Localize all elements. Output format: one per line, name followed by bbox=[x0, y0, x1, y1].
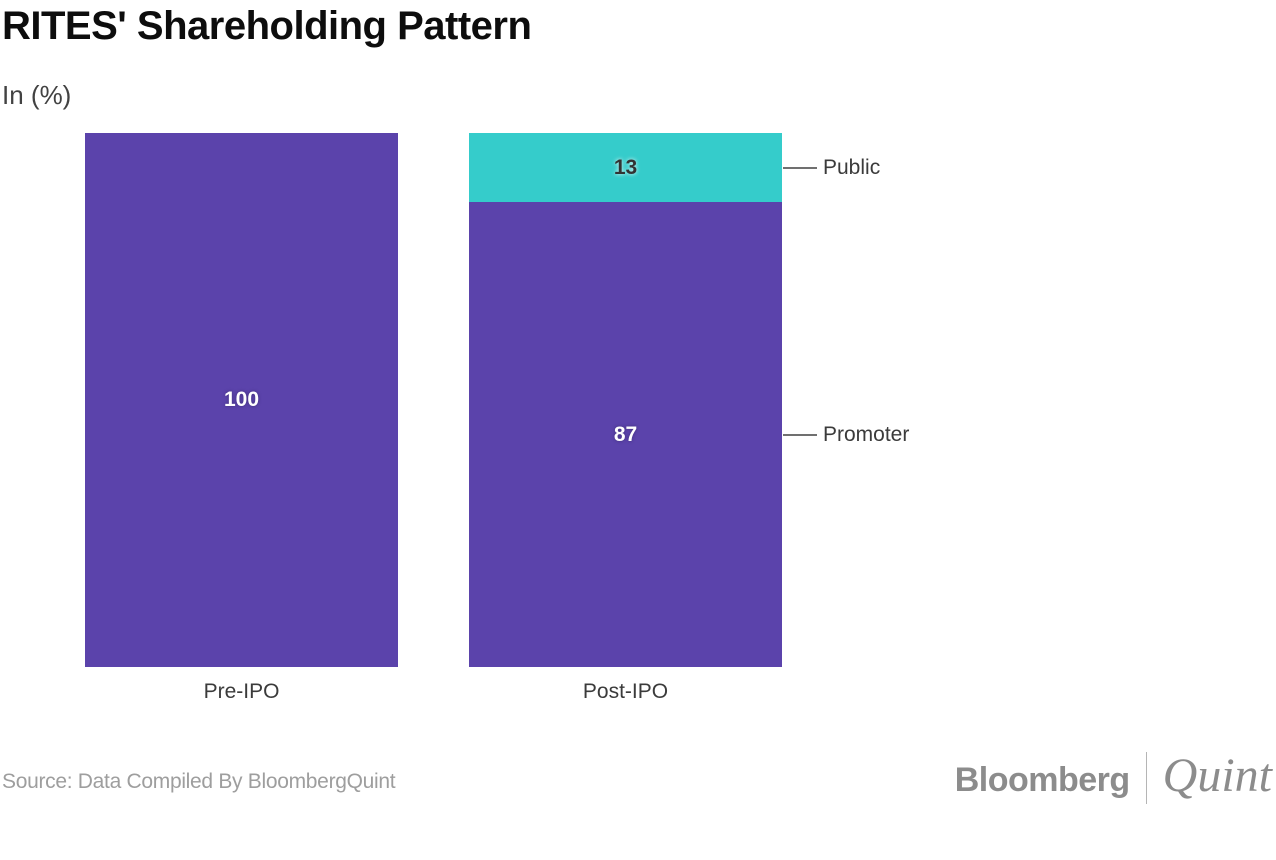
quint-wordmark: Quint bbox=[1162, 749, 1272, 802]
bar-post-ipo: 13 87 bbox=[469, 133, 782, 667]
stacked-bar-chart: 100 Pre-IPO 13 87 Post-IPO Public Promoter bbox=[0, 133, 1276, 703]
bloomberg-wordmark: Bloomberg bbox=[954, 761, 1130, 799]
bloombergquint-logo: Bloomberg Quint bbox=[955, 748, 1272, 808]
value-label-promoter-pre-ipo: 100 bbox=[223, 388, 260, 411]
category-label-post-ipo: Post-IPO bbox=[582, 680, 669, 703]
value-label-public-post-ipo: 13 bbox=[613, 155, 638, 179]
segment-public-post-ipo: 13 bbox=[469, 133, 782, 203]
category-label-pre-ipo: Pre-IPO bbox=[203, 680, 280, 703]
callout-label-promoter: Promoter bbox=[823, 422, 910, 446]
segment-promoter-post-ipo: 87 bbox=[469, 202, 782, 667]
source-note: Source: Data Compiled By BloombergQuint bbox=[2, 770, 396, 793]
bar-pre-ipo: 100 bbox=[85, 133, 398, 667]
logo-divider bbox=[1145, 752, 1147, 804]
segment-promoter-pre-ipo: 100 bbox=[85, 133, 398, 667]
callout-label-public: Public bbox=[823, 155, 881, 179]
callout-line-promoter bbox=[783, 433, 817, 436]
callout-line-public bbox=[783, 166, 817, 169]
value-label-promoter-post-ipo: 87 bbox=[613, 422, 638, 446]
chart-units-label: In (%) bbox=[2, 80, 72, 110]
chart-title: RITES' Shareholding Pattern bbox=[2, 4, 532, 48]
